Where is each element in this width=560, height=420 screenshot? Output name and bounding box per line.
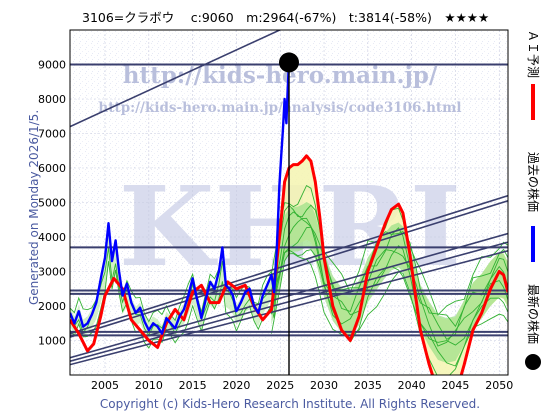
legend-ai-forecast-label: ＡＩ予測 [526,30,540,78]
plot-frame [69,29,509,376]
y-tick-label: 2000 [38,300,66,313]
x-axis-ticks: 2005 2010 2015 2020 2025 2030 2035 2040 2045 2050 [91,379,513,392]
x-tick-label: 2025 [266,379,294,392]
series-lines [70,62,508,375]
copyright-text: Copyright (c) Kids-Hero Research Institu… [100,397,480,411]
latest-price-dot [279,52,299,73]
history-band-green [70,192,280,341]
y-tick-label: 7000 [38,128,66,141]
latest-marker-group [279,52,299,375]
ai-forecast-line [70,154,508,375]
y-tick-label: 6000 [38,162,66,175]
y-tick-label: 1000 [38,335,66,348]
x-tick-label: 2015 [179,379,207,392]
chart-title: 3106=クラボウ c:9060 m:2964(-67%) t:3814(-58… [82,10,489,25]
y-tick-label: 4000 [38,231,66,244]
x-tick-label: 2005 [91,379,119,392]
scenario-line [271,253,508,375]
legend: ＡＩ予測 過去の株価 最新の株価 [525,30,541,370]
forecast-band-green [271,201,508,363]
x-tick-label: 2040 [398,379,426,392]
x-tick-label: 2045 [441,379,469,392]
y-tick-label: 8000 [38,93,66,106]
y-axis-ticks: 1000 2000 3000 4000 5000 6000 7000 8000 9000 [38,59,66,348]
generated-date-label: Generated on Monday 2026/1/5. [27,110,41,305]
y-tick-label: 9000 [38,59,66,72]
legend-latest-price-dot [525,354,541,370]
past-price-line [70,62,291,335]
x-tick-label: 2020 [222,379,250,392]
x-tick-label: 2050 [485,379,513,392]
y-tick-label: 5000 [38,197,66,210]
x-tick-label: 2010 [135,379,163,392]
x-tick-label: 2035 [354,379,382,392]
legend-past-price-label: 過去の株価 [526,152,541,212]
y-tick-label: 3000 [38,266,66,279]
scenario-line [271,249,508,367]
trend-line [70,30,282,128]
legend-latest-price-label: 最新の株価 [526,284,541,344]
x-tick-label: 2030 [310,379,338,392]
